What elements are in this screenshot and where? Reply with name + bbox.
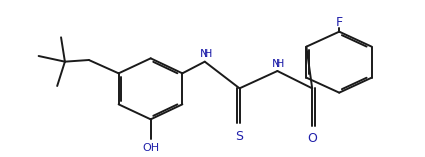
Text: O: O <box>307 132 317 145</box>
Text: N: N <box>199 49 208 59</box>
Text: F: F <box>336 16 343 29</box>
Text: S: S <box>235 130 244 143</box>
Text: H: H <box>276 59 285 69</box>
Text: N: N <box>272 59 280 69</box>
Text: OH: OH <box>142 143 159 153</box>
Text: H: H <box>204 49 212 59</box>
